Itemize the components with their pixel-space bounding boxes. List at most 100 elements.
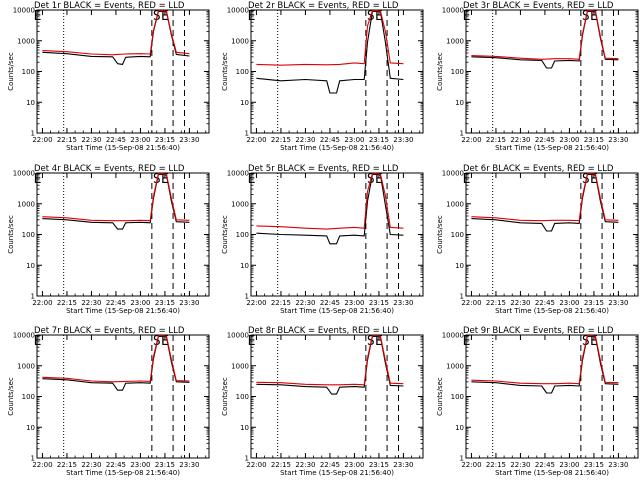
x-tick-label: 23:30 [393, 299, 413, 307]
marker-annotation: E [34, 334, 42, 349]
x-tick-label: 23:15 [155, 136, 175, 144]
y-tick-label: 100 [22, 231, 35, 239]
y-tick-label: 10 [26, 99, 35, 107]
y-tick-label: 10 [455, 424, 464, 432]
marker-annotation: E [590, 172, 598, 187]
x-tick-label: 22:00 [32, 136, 52, 144]
y-tick-label: 10 [240, 424, 249, 432]
x-tick-label: 22:45 [320, 136, 340, 144]
panel-7: Det 7r BLACK = Events, RED = LLD 1 10 100 10… [7, 326, 210, 477]
y-tick-label: 1000 [17, 37, 35, 45]
x-tick-label: 22:00 [461, 136, 481, 144]
y-tick-label: 1000 [446, 200, 464, 208]
black-series-line [256, 10, 404, 94]
panel-title: Det 1r BLACK = Events, RED = LLD [34, 1, 185, 11]
plot-frame [36, 334, 210, 459]
y-axis-label: Counts/sec [221, 377, 229, 416]
x-tick-label: 23:15 [369, 299, 389, 307]
x-tick-label: 22:15 [57, 461, 77, 469]
y-axis-label: Counts/sec [7, 52, 15, 91]
marker-annotation: E [463, 334, 471, 349]
y-tick-label: 10 [26, 262, 35, 270]
red-series-line [42, 10, 190, 56]
x-tick-label: 22:15 [271, 299, 291, 307]
y-tick-label: 1 [31, 130, 35, 138]
y-tick-label: 100 [451, 231, 464, 239]
plot-frame [465, 172, 639, 297]
x-tick-label: 23:00 [559, 299, 579, 307]
y-tick-label: 1000 [17, 362, 35, 370]
x-tick-label: 22:45 [106, 299, 126, 307]
y-tick-label: 100 [22, 393, 35, 401]
x-tick-label: 23:30 [608, 299, 628, 307]
x-tick-label: 22:30 [510, 461, 530, 469]
x-tick-label: 22:45 [320, 299, 340, 307]
y-tick-label: 100 [451, 68, 464, 76]
x-tick-label: 23:30 [179, 299, 199, 307]
x-axis-label: Start Time (15-Sep-08 21:56:40) [66, 307, 180, 315]
x-tick-label: 22:15 [271, 136, 291, 144]
x-tick-label: 22:15 [486, 136, 506, 144]
red-series-line [471, 10, 619, 60]
x-tick-label: 23:30 [393, 136, 413, 144]
panel-3: Det 3r BLACK = Events, RED = LLD 1 10 100 10… [436, 1, 639, 152]
x-tick-label: 22:30 [81, 461, 101, 469]
red-series-line [256, 335, 404, 386]
x-tick-label: 23:00 [344, 461, 364, 469]
marker-annotation: E [590, 9, 598, 24]
x-axis-label: Start Time (15-Sep-08 21:56:40) [495, 144, 609, 152]
panel-title: Det 9r BLACK = Events, RED = LLD [463, 326, 614, 336]
red-series-line [471, 173, 619, 222]
marker-annotation: E [463, 172, 471, 187]
plot-frame [250, 334, 424, 459]
y-tick-label: 10 [240, 99, 249, 107]
x-tick-label: 23:15 [584, 461, 604, 469]
y-tick-label: 10000 [442, 170, 464, 178]
x-tick-label: 22:45 [106, 461, 126, 469]
x-tick-label: 22:45 [320, 461, 340, 469]
y-axis-label: Counts/sec [436, 377, 444, 416]
y-tick-label: 1 [245, 293, 249, 301]
y-tick-label: 100 [236, 231, 249, 239]
y-tick-label: 1 [460, 455, 464, 463]
panel-title: Det 8r BLACK = Events, RED = LLD [248, 326, 399, 336]
marker-annotation: E [248, 334, 256, 349]
y-tick-label: 10 [240, 262, 249, 270]
x-tick-label: 23:30 [393, 461, 413, 469]
panel-title: Det 5r BLACK = Events, RED = LLD [248, 164, 399, 174]
marker-annotation: E [161, 172, 169, 187]
panel-title: Det 4r BLACK = Events, RED = LLD [34, 164, 185, 174]
x-tick-label: 22:15 [486, 299, 506, 307]
x-tick-label: 23:00 [344, 136, 364, 144]
x-tick-label: 23:15 [155, 461, 175, 469]
marker-annotation: E [161, 9, 169, 24]
x-tick-label: 23:00 [130, 299, 150, 307]
y-tick-label: 10000 [442, 332, 464, 340]
x-tick-label: 23:00 [130, 136, 150, 144]
marker-annotation: E [463, 9, 471, 24]
x-tick-label: 23:15 [369, 136, 389, 144]
y-tick-label: 1 [460, 293, 464, 301]
y-tick-label: 1 [31, 293, 35, 301]
x-tick-label: 23:30 [179, 136, 199, 144]
y-tick-label: 1000 [446, 37, 464, 45]
panel-title: Det 3r BLACK = Events, RED = LLD [463, 1, 614, 11]
x-tick-label: 22:45 [535, 136, 555, 144]
x-tick-label: 22:30 [295, 136, 315, 144]
y-tick-label: 1 [245, 455, 249, 463]
panel-2: Det 2r BLACK = Events, RED = LLD 1 10 100 10… [221, 1, 424, 152]
x-tick-label: 22:30 [295, 299, 315, 307]
y-tick-label: 1000 [231, 362, 249, 370]
plot-frame [36, 172, 210, 297]
panel-9: Det 9r BLACK = Events, RED = LLD 1 10 100 10… [436, 326, 639, 477]
x-tick-label: 23:30 [608, 136, 628, 144]
x-tick-label: 23:15 [155, 299, 175, 307]
y-tick-label: 1000 [231, 37, 249, 45]
x-tick-label: 22:15 [486, 461, 506, 469]
plot-frame [250, 9, 424, 134]
marker-annotation: E [34, 172, 42, 187]
x-tick-label: 22:30 [81, 299, 101, 307]
y-tick-label: 100 [236, 393, 249, 401]
x-tick-label: 23:00 [130, 461, 150, 469]
